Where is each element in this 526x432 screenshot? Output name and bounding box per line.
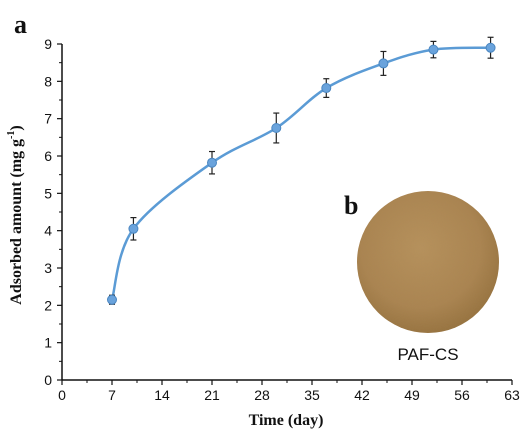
- panel-a-label: a: [14, 10, 27, 39]
- y-tick-label: 5: [44, 185, 52, 201]
- panel-b-label: b: [344, 191, 358, 220]
- data-point: [208, 158, 217, 167]
- inset-photo: b PAF-CS: [344, 191, 499, 364]
- data-point: [129, 224, 138, 233]
- inset-caption: PAF-CS: [397, 345, 458, 364]
- x-tick-label: 14: [154, 387, 170, 403]
- data-point: [322, 84, 331, 93]
- x-tick-label: 63: [504, 387, 520, 403]
- y-tick-label: 7: [44, 111, 52, 127]
- data-point: [486, 43, 495, 52]
- y-tick-label: 2: [44, 297, 52, 313]
- y-tick-label: 1: [44, 335, 52, 351]
- x-tick-label: 21: [204, 387, 220, 403]
- x-axis-title: Time (day): [249, 412, 324, 429]
- sample-disc-texture: [357, 191, 499, 333]
- x-tick-label: 7: [108, 387, 116, 403]
- y-tick-label: 9: [44, 36, 52, 52]
- y-tick-label: 3: [44, 260, 52, 276]
- data-point: [272, 124, 281, 133]
- y-axis-title: Adsorbed amount (mg g-1): [6, 125, 25, 304]
- x-tick-label: 49: [404, 387, 420, 403]
- y-tick-label: 0: [44, 372, 52, 388]
- data-point: [108, 295, 117, 304]
- x-tick-label: 42: [354, 387, 370, 403]
- x-tick-label: 28: [254, 387, 270, 403]
- y-tick-label: 4: [44, 223, 52, 239]
- y-tick-label: 6: [44, 148, 52, 164]
- data-point: [429, 45, 438, 54]
- y-tick-label: 8: [44, 73, 52, 89]
- data-point: [379, 59, 388, 68]
- x-tick-label: 56: [454, 387, 470, 403]
- x-tick-label: 35: [304, 387, 320, 403]
- x-tick-label: 0: [58, 387, 66, 403]
